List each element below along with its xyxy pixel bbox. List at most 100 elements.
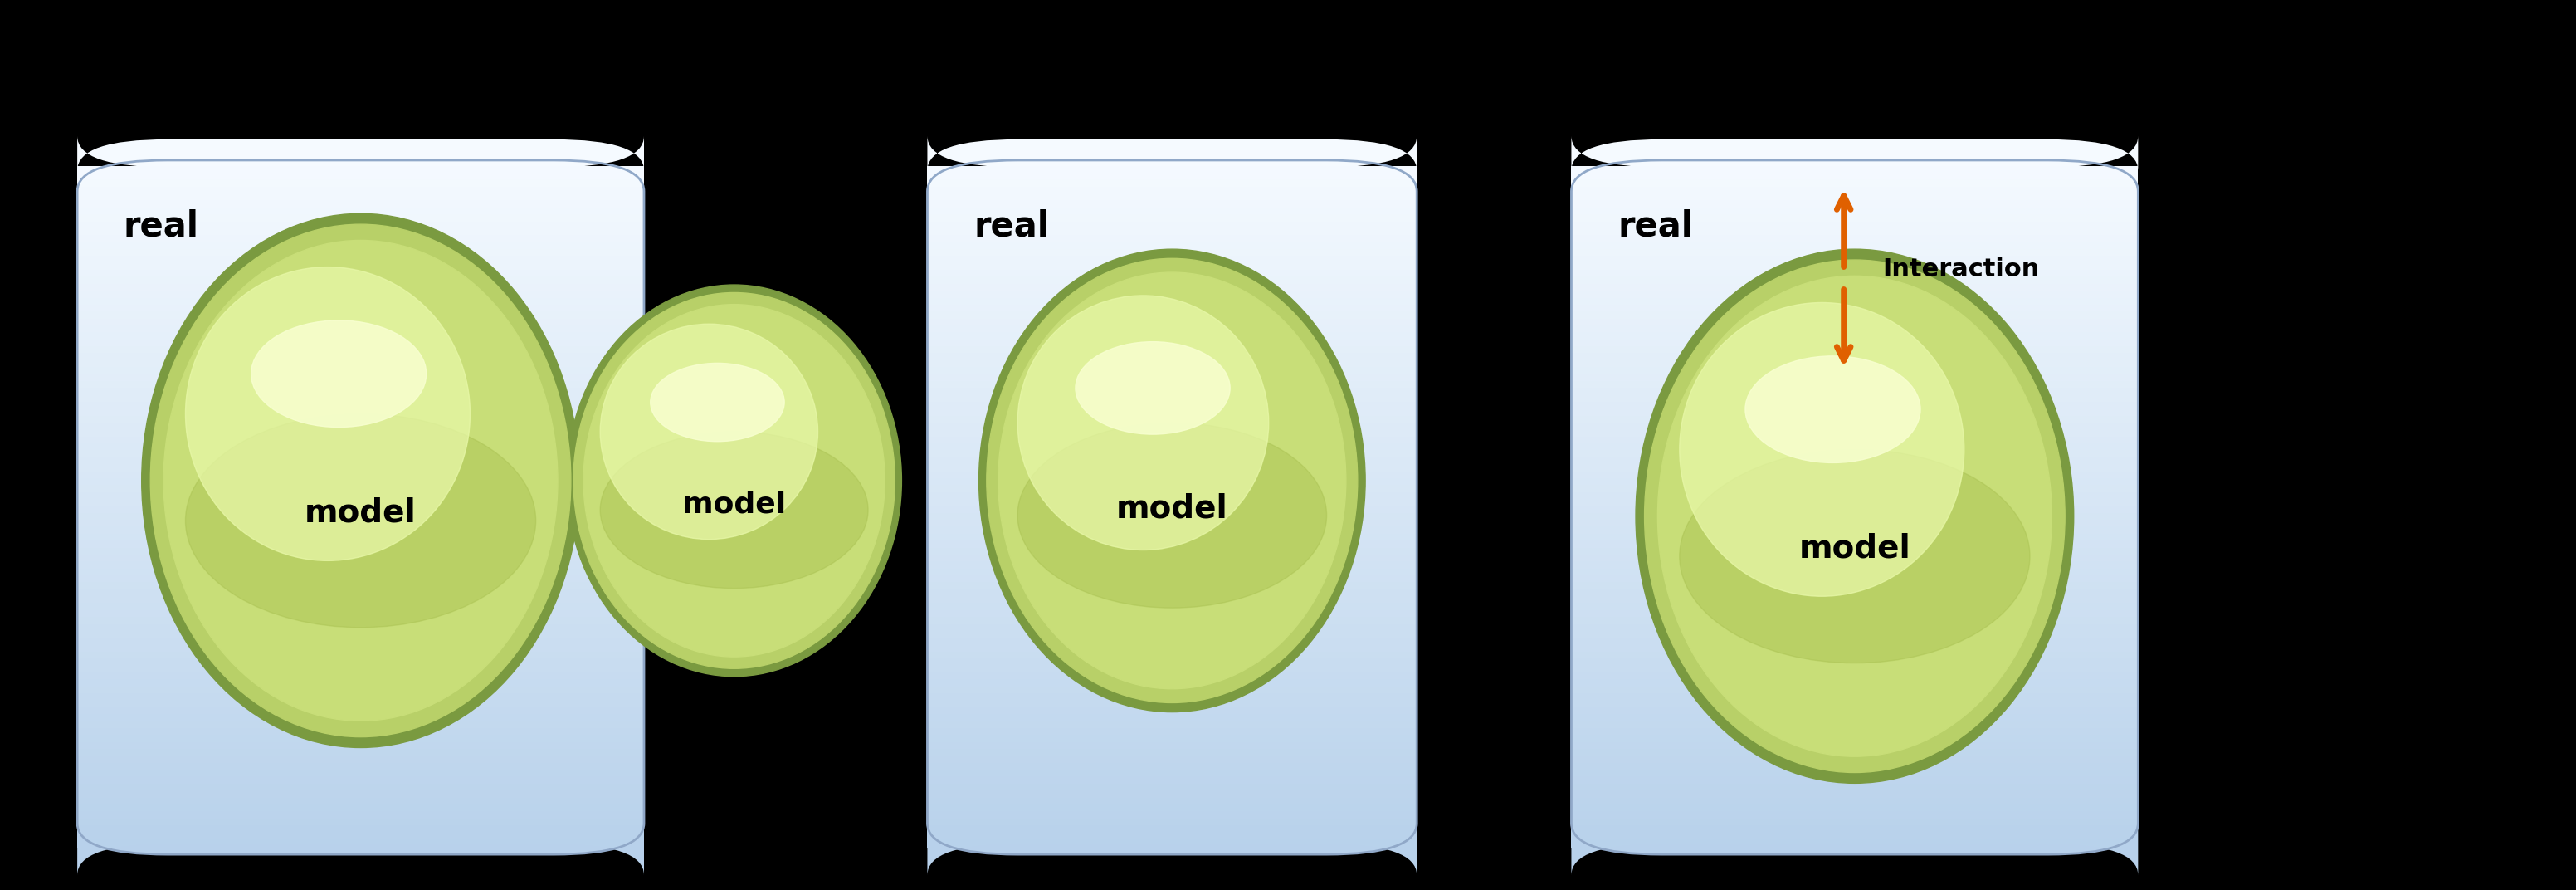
Bar — [927, 756, 1417, 765]
Bar — [1571, 409, 2138, 417]
Bar — [1571, 562, 2138, 570]
Bar — [77, 193, 644, 202]
Bar — [927, 624, 1417, 632]
Bar — [1571, 263, 2138, 271]
Bar — [1571, 589, 2138, 597]
Bar — [927, 790, 1417, 799]
Bar — [77, 554, 644, 562]
Bar — [1571, 249, 2138, 257]
Bar — [77, 603, 644, 611]
Bar — [77, 547, 644, 556]
Bar — [1571, 332, 2138, 341]
Bar — [77, 416, 644, 424]
Bar — [927, 763, 1417, 771]
Bar — [77, 679, 644, 688]
Bar — [77, 686, 644, 695]
Bar — [927, 777, 1417, 785]
Bar — [1571, 284, 2138, 292]
Bar — [1571, 388, 2138, 396]
Bar — [1571, 506, 2138, 514]
Bar — [1571, 728, 2138, 736]
Bar — [927, 166, 1417, 174]
Bar — [77, 457, 644, 465]
Bar — [927, 471, 1417, 480]
Bar — [77, 790, 644, 799]
Bar — [77, 242, 644, 250]
Ellipse shape — [987, 258, 1358, 703]
Bar — [77, 506, 644, 514]
Bar — [1571, 805, 2138, 813]
Ellipse shape — [1018, 423, 1327, 608]
Bar — [927, 575, 1417, 584]
Bar — [77, 728, 644, 736]
Bar — [77, 374, 644, 383]
Bar — [77, 631, 644, 639]
Bar — [927, 805, 1417, 813]
Bar — [1571, 797, 2138, 805]
Bar — [1571, 312, 2138, 320]
Bar — [927, 263, 1417, 271]
Bar — [927, 638, 1417, 646]
Bar — [77, 582, 644, 591]
Bar — [927, 673, 1417, 681]
Bar — [927, 222, 1417, 230]
Bar — [77, 173, 644, 181]
Bar — [927, 506, 1417, 514]
Bar — [1571, 714, 2138, 723]
Bar — [927, 700, 1417, 708]
Bar — [927, 569, 1417, 577]
Bar — [927, 180, 1417, 188]
Bar — [1571, 708, 2138, 716]
Bar — [927, 332, 1417, 341]
Bar — [77, 534, 644, 542]
Bar — [1571, 228, 2138, 237]
Bar — [1571, 631, 2138, 639]
Bar — [927, 291, 1417, 299]
Bar — [927, 277, 1417, 285]
Bar — [1571, 812, 2138, 820]
Bar — [77, 540, 644, 549]
Bar — [1571, 166, 2138, 174]
Bar — [77, 527, 644, 535]
Bar — [1571, 547, 2138, 556]
Bar — [1571, 465, 2138, 473]
Bar — [77, 770, 644, 778]
Bar — [77, 304, 644, 313]
Bar — [77, 395, 644, 403]
Bar — [927, 708, 1417, 716]
Bar — [1571, 416, 2138, 424]
Bar — [77, 485, 644, 493]
Bar — [1571, 513, 2138, 522]
Ellipse shape — [600, 432, 868, 588]
Bar — [1571, 256, 2138, 264]
Bar — [77, 513, 644, 522]
Bar — [927, 235, 1417, 244]
Bar — [77, 783, 644, 792]
Bar — [927, 242, 1417, 250]
Bar — [927, 207, 1417, 215]
Bar — [77, 666, 644, 674]
Bar — [1571, 756, 2138, 765]
Bar — [1571, 520, 2138, 528]
Ellipse shape — [142, 214, 580, 748]
Bar — [77, 443, 644, 452]
Ellipse shape — [567, 285, 902, 676]
Bar — [927, 540, 1417, 549]
Bar — [927, 346, 1417, 354]
Bar — [1571, 666, 2138, 674]
Ellipse shape — [1680, 449, 2030, 663]
Bar — [77, 499, 644, 507]
Ellipse shape — [165, 240, 559, 721]
Bar — [1571, 200, 2138, 209]
Bar — [77, 326, 644, 334]
Bar — [1571, 679, 2138, 688]
Bar — [927, 200, 1417, 209]
Bar — [77, 381, 644, 389]
Bar — [1571, 735, 2138, 743]
Bar — [1571, 638, 2138, 646]
Bar — [77, 742, 644, 750]
Bar — [1571, 346, 2138, 354]
Bar — [1571, 367, 2138, 376]
Bar — [927, 430, 1417, 438]
Bar — [77, 492, 644, 500]
